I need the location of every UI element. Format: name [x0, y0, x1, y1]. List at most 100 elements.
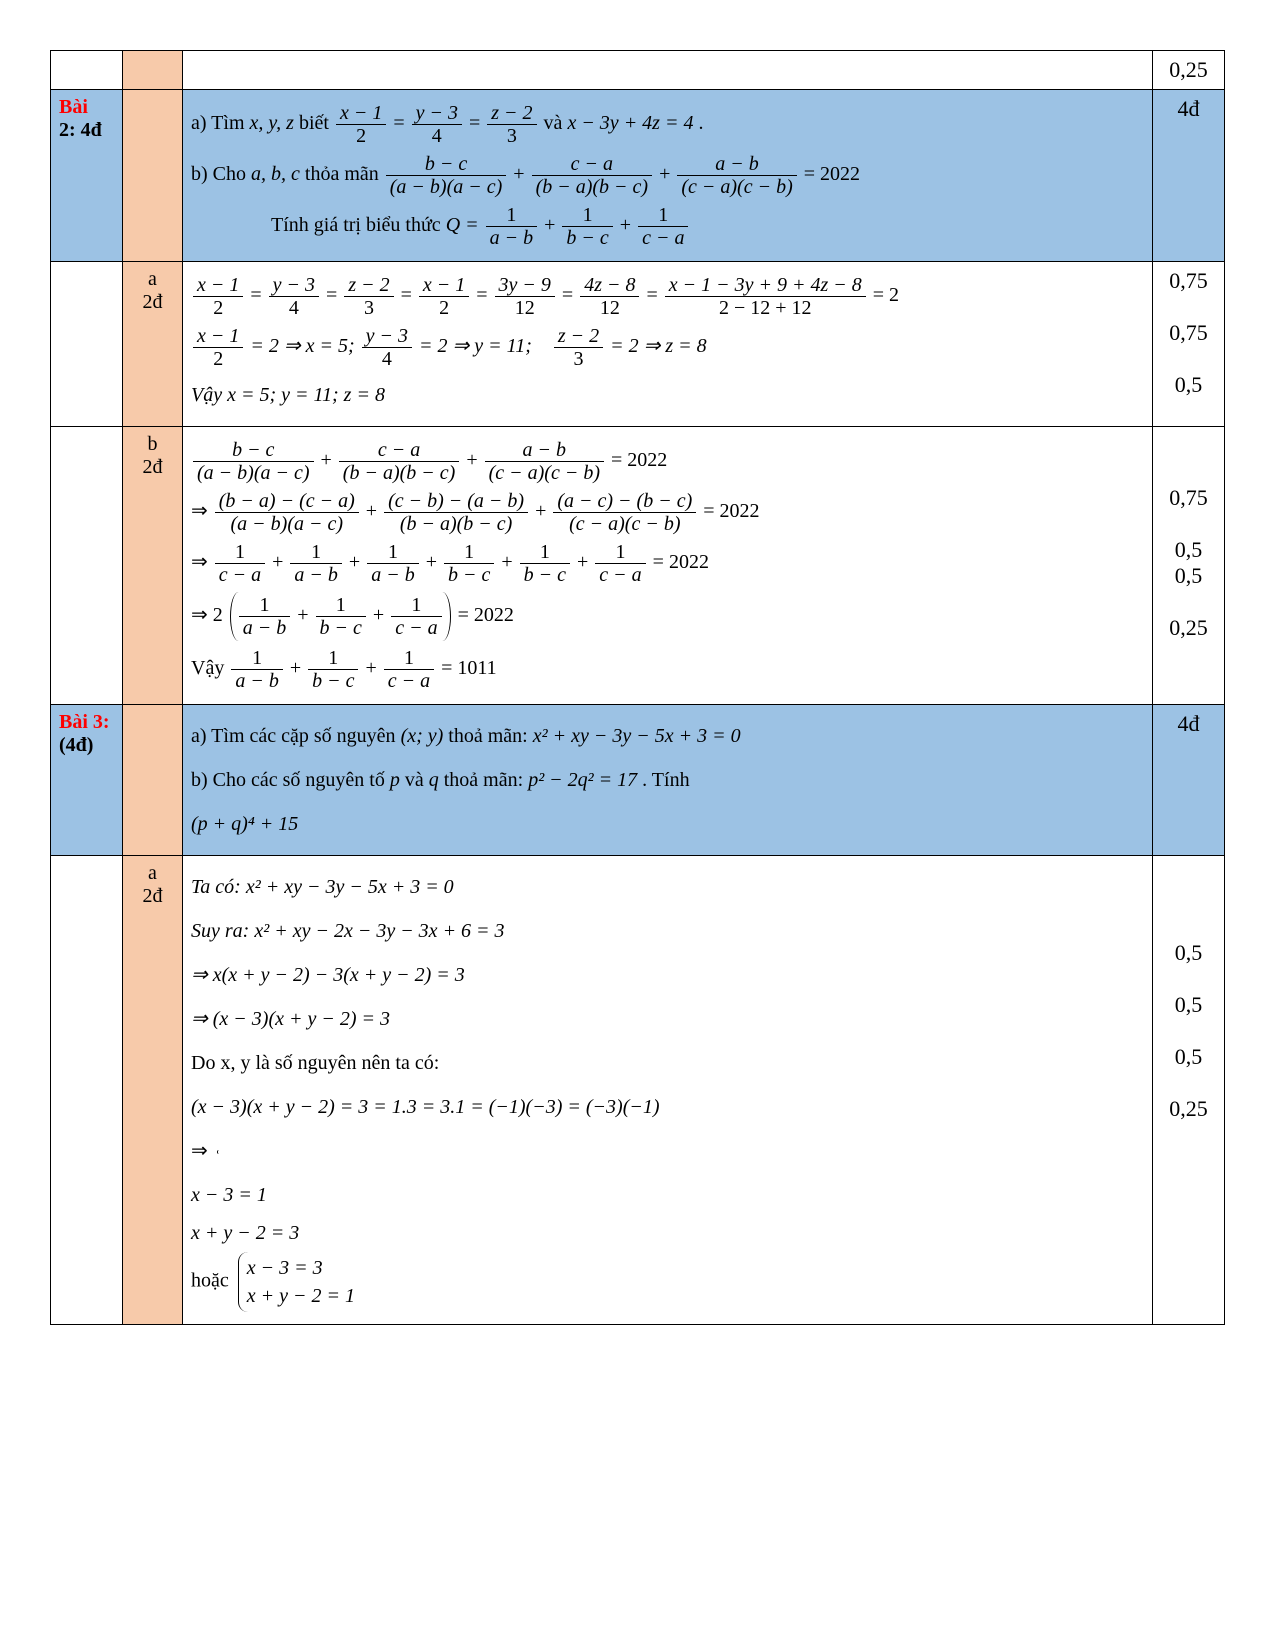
- score-value: 0,75: [1161, 320, 1216, 346]
- frac-num: z − 2: [554, 325, 603, 348]
- problem-label: Bài 3: (4đ): [51, 705, 123, 856]
- math-var: p: [390, 769, 400, 791]
- frac-den: c − a: [595, 564, 645, 586]
- part-pts: 2đ: [143, 456, 163, 478]
- frac-den: (a − b)(a − c): [386, 176, 507, 198]
- math-expr: p² − 2q² = 17: [528, 769, 637, 791]
- problem-label: Bài 2: 4đ: [51, 90, 123, 262]
- frac-den: (c − a)(c − b): [485, 462, 604, 484]
- frac-den: 3: [487, 125, 536, 147]
- empty-cell: [51, 262, 123, 427]
- math-expr: = 2 ⇒ x = 5;: [250, 335, 359, 357]
- math-line: ⇒ (x − 3)(x + y − 2) = 3: [191, 1000, 1144, 1038]
- frac-den: b − c: [308, 670, 358, 692]
- empty-cell: [123, 51, 183, 90]
- score-value: 4đ: [1178, 96, 1200, 121]
- frac-den: (c − a)(c − b): [553, 513, 696, 535]
- score-cell: 0,25: [1153, 51, 1225, 90]
- score-value: 0,75: [1161, 268, 1216, 294]
- score-cell: 0,75 0,5 0,5 0,25: [1153, 427, 1225, 705]
- frac-den: c − a: [384, 670, 434, 692]
- empty-cell: [51, 51, 123, 90]
- frac-den: b − c: [562, 227, 612, 249]
- math-expr: = 2022: [804, 163, 860, 185]
- arrow: ⇒: [191, 551, 213, 573]
- score-value: 0,75: [1161, 485, 1216, 511]
- text: hoặc: [191, 1270, 234, 1292]
- text: a) Tìm: [191, 112, 250, 134]
- answer-key-table: 0,25 Bài 2: 4đ a) Tìm x, y, z biết x − 1…: [50, 50, 1225, 1325]
- arrow: ⇒: [191, 1140, 213, 1162]
- text: Tính giá trị biểu thức: [271, 214, 446, 236]
- math-expr: = 2 ⇒ z = 8: [610, 335, 707, 357]
- solution-cell: Ta có: x² + xy − 3y − 5x + 3 = 0 Suy ra:…: [183, 856, 1153, 1325]
- frac-den: 3: [344, 297, 393, 319]
- frac-den: 2: [419, 297, 469, 319]
- math-line: Ta có: x² + xy − 3y − 5x + 3 = 0: [191, 868, 1144, 906]
- frac-num: b − c: [386, 153, 507, 176]
- problem-statement: a) Tìm x, y, z biết x − 12 = y − 34 = z …: [183, 90, 1153, 262]
- math-line: ⇒ x(x + y − 2) − 3(x + y − 2) = 3: [191, 956, 1144, 994]
- frac-den: a − b: [290, 564, 342, 586]
- arrow: ⇒: [191, 500, 213, 522]
- bai-red-label: Bài: [59, 96, 88, 118]
- math-expr: x − 3y + 4z = 4: [567, 112, 693, 134]
- math-expr: = 1011: [441, 657, 497, 679]
- text: thỏa mãn: [305, 163, 384, 185]
- frac-num: x − 1: [193, 274, 243, 297]
- brace-item: x + y − 2 = 1: [247, 1282, 355, 1310]
- frac-den: c − a: [638, 227, 688, 249]
- frac-den: 4: [412, 125, 462, 147]
- frac-den: b − c: [520, 564, 570, 586]
- part-label: a 2đ: [123, 262, 183, 427]
- text-line: Do x, y là số nguyên nên ta có:: [191, 1044, 1144, 1082]
- math-line: Suy ra: x² + xy − 2x − 3y − 3x + 6 = 3: [191, 912, 1144, 950]
- math-expr: x² + xy − 3y − 5x + 3 = 0: [533, 725, 741, 747]
- bai-red-label: Bài 3:: [59, 711, 110, 733]
- frac-num: (a − c) − (b − c): [553, 490, 696, 513]
- frac-den: 4: [269, 297, 319, 319]
- frac-den: 2 − 12 + 12: [665, 297, 866, 319]
- math-expr: = 2022: [611, 449, 667, 471]
- text: thoả mãn:: [444, 769, 528, 791]
- frac-num: 1: [638, 204, 688, 227]
- frac-num: b − c: [193, 439, 314, 462]
- empty-cell: [183, 51, 1153, 90]
- bai-pts-label: 2: 4đ: [59, 119, 102, 141]
- frac-den: (a − b)(a − c): [193, 462, 314, 484]
- part-label: b 2đ: [123, 427, 183, 705]
- math-expr: = 2022: [458, 604, 514, 626]
- solution-cell: b − c(a − b)(a − c) + c − a(b − a)(b − c…: [183, 427, 1153, 705]
- frac-num: y − 3: [362, 325, 412, 348]
- math-expr: Q =: [446, 214, 484, 236]
- empty-cell: [51, 427, 123, 705]
- math-vars: (x; y): [401, 725, 444, 747]
- frac-den: (b − a)(b − c): [384, 513, 528, 535]
- frac-den: 2: [193, 297, 243, 319]
- frac-den: a − b: [486, 227, 538, 249]
- text: và: [544, 112, 568, 134]
- part-letter: a: [148, 862, 157, 884]
- frac-num: 1: [486, 204, 538, 227]
- arrow: ⇒ 2: [191, 604, 223, 626]
- frac-num: y − 3: [269, 274, 319, 297]
- frac-den: b − c: [316, 617, 366, 639]
- frac-den: a − b: [239, 617, 291, 639]
- math-var: q: [429, 769, 439, 791]
- frac-num: y − 3: [412, 102, 462, 125]
- score-value: 0,5: [1161, 992, 1216, 1018]
- score-value: 0,5: [1161, 372, 1216, 398]
- frac-den: 4: [362, 348, 412, 370]
- score-value: 0,5: [1161, 563, 1216, 589]
- part-pts: 2đ: [143, 291, 163, 313]
- frac-num: x − 1: [419, 274, 469, 297]
- math-expr: = 2 ⇒ y = 11;: [419, 335, 537, 357]
- math-vars: x, y, z: [250, 112, 294, 134]
- score-value: 0,5: [1161, 537, 1216, 563]
- frac-num: x − 1: [193, 325, 243, 348]
- math-expr: = 2022: [653, 551, 709, 573]
- frac-den: a − b: [231, 670, 283, 692]
- frac-den: 12: [580, 297, 639, 319]
- solution-cell: x − 12 = y − 34 = z − 23 = x − 12 = 3y −…: [183, 262, 1153, 427]
- empty-cell: [123, 705, 183, 856]
